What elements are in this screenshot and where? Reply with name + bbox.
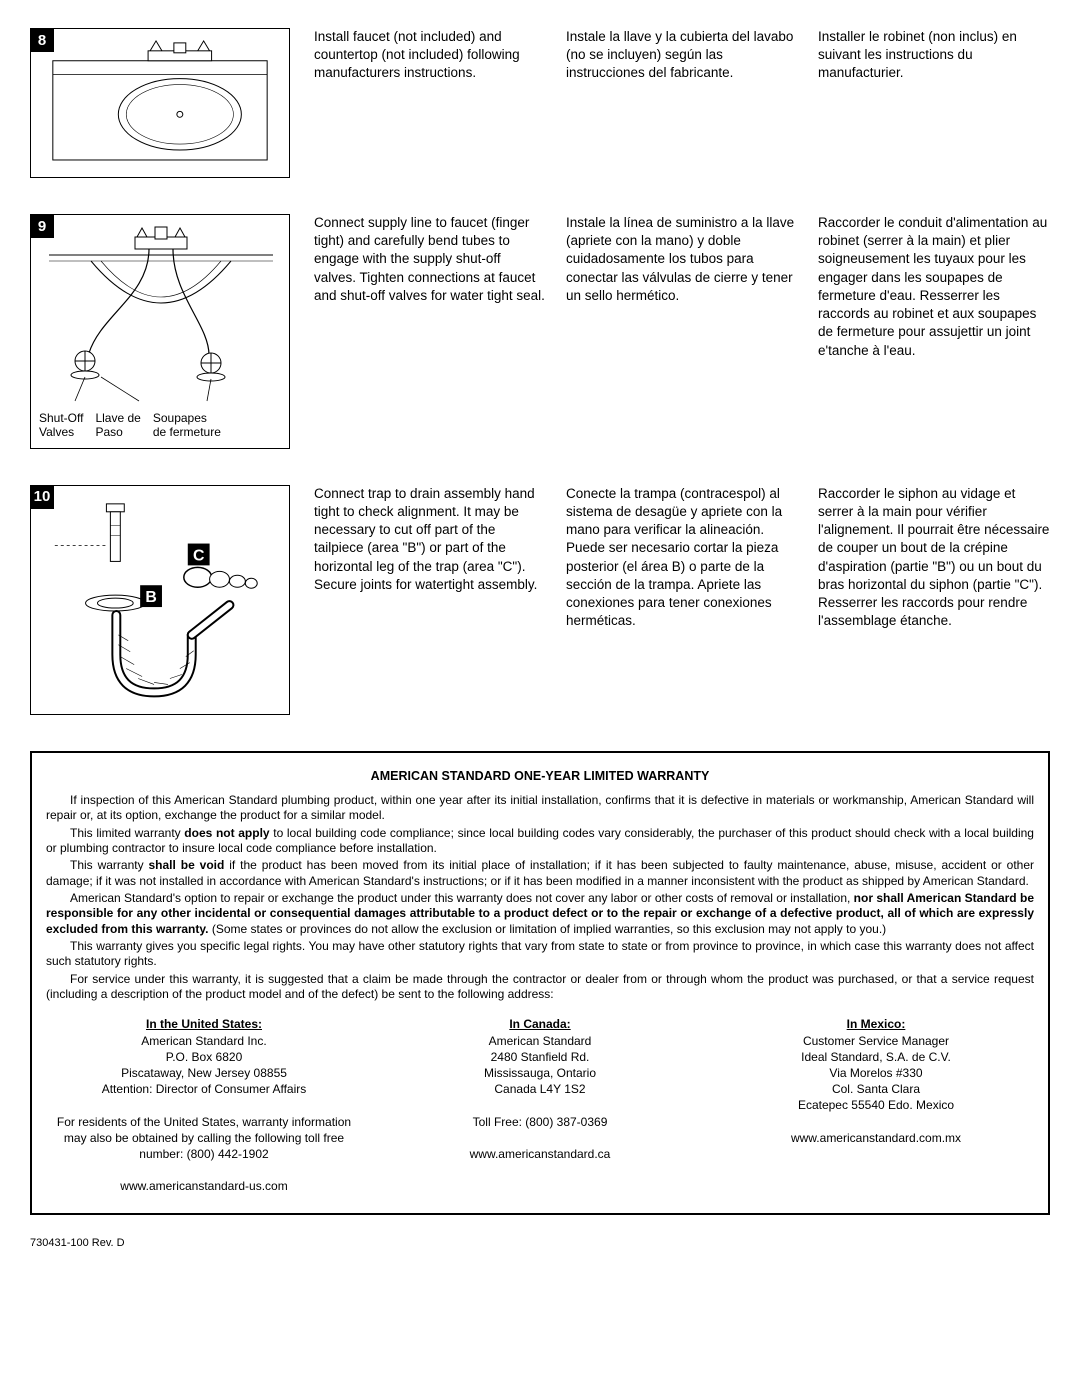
mark-b: B: [145, 589, 156, 606]
text-en: Connect supply line to faucet (finger ti…: [314, 214, 546, 360]
text-en: Connect trap to drain assembly hand tigh…: [314, 485, 546, 631]
contact-mx: In Mexico: Customer Service Manager Idea…: [718, 1016, 1034, 1194]
contact-ca-header: In Canada:: [509, 1017, 570, 1031]
step-8: 8 Install faucet (not included) and coun…: [30, 28, 1050, 178]
label-fr: Soupapesde fermeture: [153, 411, 221, 440]
contact-us-header: In the United States:: [146, 1017, 262, 1031]
warranty-p6: For service under this warranty, it is s…: [46, 972, 1034, 1003]
step-9: 9: [30, 214, 1050, 449]
label-es: Llave dePaso: [95, 411, 140, 440]
supply-line-illustration: [31, 215, 291, 405]
text-columns: Connect supply line to faucet (finger ti…: [314, 214, 1050, 360]
text-fr: Raccorder le siphon au vidage et serrer …: [818, 485, 1050, 631]
warranty-title: AMERICAN STANDARD ONE-YEAR LIMITED WARRA…: [46, 769, 1034, 783]
step-number: 9: [30, 214, 54, 238]
diagram-col: 9: [30, 214, 290, 449]
text-fr: Installer le robinet (non inclus) en sui…: [818, 28, 1050, 83]
contacts-row: In the United States: American Standard …: [46, 1016, 1034, 1194]
step-number: 10: [30, 485, 54, 509]
diagram-col: 10: [30, 485, 290, 715]
mark-c: C: [193, 547, 205, 564]
text-es: Instale la línea de suministro a la llav…: [566, 214, 798, 360]
sink-top-illustration: [31, 29, 289, 178]
text-fr: Raccorder le conduit d'alimentation au r…: [818, 214, 1050, 360]
text-columns: Connect trap to drain assembly hand tigh…: [314, 485, 1050, 631]
diagram-box-8: 8: [30, 28, 290, 178]
warranty-p4: American Standard's option to repair or …: [46, 891, 1034, 937]
contact-us: In the United States: American Standard …: [46, 1016, 362, 1194]
step-number: 8: [30, 28, 54, 52]
warranty-p1: If inspection of this American Standard …: [46, 793, 1034, 824]
warranty-box: AMERICAN STANDARD ONE-YEAR LIMITED WARRA…: [30, 751, 1050, 1215]
warranty-p3: This warranty shall be void if the produ…: [46, 858, 1034, 889]
text-es: Conecte la trampa (contracespol) al sist…: [566, 485, 798, 631]
contact-ca: In Canada: American Standard 2480 Stanfi…: [382, 1016, 698, 1194]
footer-rev: 730431-100 Rev. D: [30, 1237, 1050, 1249]
warranty-p5: This warranty gives you specific legal r…: [46, 939, 1034, 970]
contact-mx-header: In Mexico:: [847, 1017, 906, 1031]
diagram-col: 8: [30, 28, 290, 178]
step-10: 10: [30, 485, 1050, 715]
text-columns: Install faucet (not included) and counte…: [314, 28, 1050, 83]
diagram-box-9: 9: [30, 214, 290, 449]
diagram-box-10: 10: [30, 485, 290, 715]
valve-labels: Shut-OffValves Llave dePaso Soupapesde f…: [31, 405, 289, 448]
label-en: Shut-OffValves: [39, 411, 83, 440]
text-en: Install faucet (not included) and counte…: [314, 28, 546, 83]
warranty-p2: This limited warranty does not apply to …: [46, 826, 1034, 857]
text-es: Instale la llave y la cubierta del lavab…: [566, 28, 798, 83]
trap-illustration: B C: [31, 486, 289, 714]
